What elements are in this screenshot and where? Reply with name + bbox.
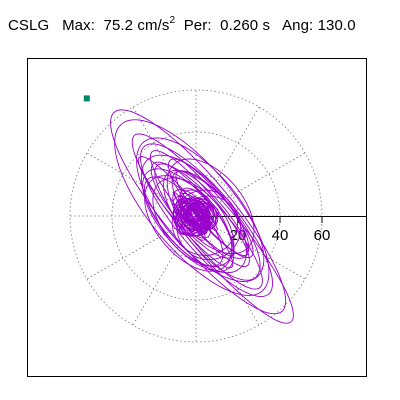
orbit-loop [136, 137, 265, 282]
orbit-loop [152, 177, 235, 267]
orbit-loop [172, 197, 211, 237]
orbit-loop [185, 208, 208, 234]
orbit-loop [184, 200, 208, 223]
orbit-loop [182, 208, 211, 239]
orbit-loop [144, 176, 224, 267]
max-value: 75.2 [103, 17, 134, 34]
orbit-loop [110, 109, 287, 315]
grid-spoke [195, 215, 261, 328]
start-marker [83, 95, 90, 102]
orbit-loop [186, 196, 217, 230]
orbit-loop [191, 205, 211, 226]
max-unit-exponent: 2 [169, 15, 176, 26]
max-label: Max: [62, 17, 95, 34]
angle-label: Ang: [282, 17, 314, 34]
radial-tick-label: 60 [314, 227, 331, 244]
grid-spoke [195, 151, 308, 217]
orbit-loop [174, 202, 202, 228]
orbit-loop [166, 158, 255, 255]
station-name: CSLG [8, 17, 50, 34]
period-label: Per: [183, 17, 212, 34]
orbit-loop [144, 175, 233, 272]
orbit-loop [137, 156, 234, 269]
chart-header: CSLG Max: 75.2 cm/s2 Per: 0.260 s Ang: 1… [8, 15, 356, 35]
orbit-trace [110, 109, 294, 324]
orbit-loop [150, 161, 235, 259]
plot-frame [27, 58, 367, 377]
orbit-loop [186, 204, 207, 227]
max-unit: cm/s [137, 17, 170, 34]
radial-tick-label: 40 [272, 227, 289, 244]
orbit-loop [172, 203, 205, 237]
angle-value: 130.0 [317, 17, 356, 34]
period-value: 0.260 s [220, 17, 271, 34]
